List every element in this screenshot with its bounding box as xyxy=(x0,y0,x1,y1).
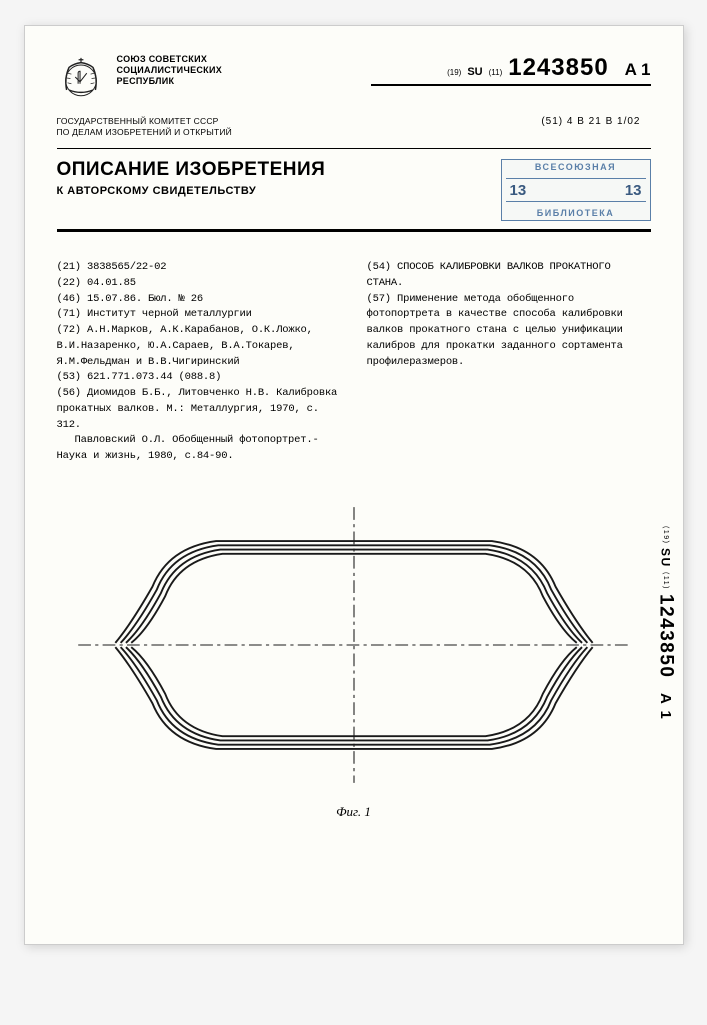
library-stamp: ВСЕСОЮЗНАЯ 13 13 БИБЛИОТЕКА xyxy=(501,159,651,221)
biblio-line: (22) 04.01.85 xyxy=(57,276,341,292)
org-line: СОЮЗ СОВЕТСКИХ xyxy=(117,54,223,65)
side-code19: (19) xyxy=(662,526,669,544)
committee-text: ГОСУДАРСТВЕННЫЙ КОМИТЕТ СССР ПО ДЕЛАМ ИЗ… xyxy=(57,116,233,138)
stamp-left-num: 13 xyxy=(510,182,527,199)
biblio-line: (46) 15.07.86. Бюл. № 26 xyxy=(57,292,341,308)
roll-profile-diagram xyxy=(57,495,651,795)
biblio-line: (71) Институт черной металлургии xyxy=(57,307,341,323)
ipc-label: (51) 4 xyxy=(541,116,573,127)
invention-title: ОПИСАНИЕ ИЗОБРЕТЕНИЯ xyxy=(57,159,481,181)
biblio-line: (21) 3838565/22-02 xyxy=(57,260,341,276)
figure-label: Фиг. 1 xyxy=(57,804,651,820)
patent-page: СОЮЗ СОВЕТСКИХ СОЦИАЛИСТИЧЕСКИХ РЕСПУБЛИ… xyxy=(24,25,684,945)
title-main: ОПИСАНИЕ ИЗОБРЕТЕНИЯ К АВТОРСКОМУ СВИДЕТ… xyxy=(57,159,481,197)
header-row: СОЮЗ СОВЕТСКИХ СОЦИАЛИСТИЧЕСКИХ РЕСПУБЛИ… xyxy=(57,54,651,102)
divider-thick xyxy=(57,229,651,232)
code-11-label: (11) xyxy=(489,68,503,77)
abstract-text: (57) Применение метода обобщенного фотоп… xyxy=(367,292,651,371)
side-number: 1243850 xyxy=(655,594,677,678)
stamp-right-num: 13 xyxy=(625,182,642,199)
document-number: (19) SU (11) 1243850 A 1 xyxy=(371,54,651,86)
country-code: SU xyxy=(467,66,482,78)
biblio-line: (53) 621.771.073.44 (088.8) xyxy=(57,370,341,386)
org-text: СОЮЗ СОВЕТСКИХ СОЦИАЛИСТИЧЕСКИХ РЕСПУБЛИ… xyxy=(117,54,223,86)
body-columns: (21) 3838565/22-02 (22) 04.01.85 (46) 15… xyxy=(57,260,651,465)
side-tab: (19) SU (11) 1243850 A 1 xyxy=(651,526,681,720)
org-line: СОЦИАЛИСТИЧЕСКИХ xyxy=(117,65,223,76)
biblio-line: (72) А.Н.Марков, А.К.Карабанов, О.К.Ложк… xyxy=(57,323,341,370)
org-line: РЕСПУБЛИК xyxy=(117,76,223,87)
left-column: (21) 3838565/22-02 (22) 04.01.85 (46) 15… xyxy=(57,260,341,465)
biblio-line: Павловский О.Л. Обобщенный фотопортрет.-… xyxy=(57,433,341,465)
divider xyxy=(57,148,651,149)
committee-line: ПО ДЕЛАМ ИЗОБРЕТЕНИЙ И ОТКРЫТИЙ xyxy=(57,127,233,138)
figure-1: Фиг. 1 xyxy=(57,495,651,820)
ipc-code: B 21 B 1/02 xyxy=(577,116,640,127)
stamp-bot: БИБЛИОТЕКА xyxy=(502,208,650,218)
ipc-classification: (51) 4 B 21 B 1/02 xyxy=(541,116,650,127)
invention-subtitle: К АВТОРСКОМУ СВИДЕТЕЛЬСТВУ xyxy=(57,185,481,197)
code-19-label: (19) xyxy=(447,68,461,77)
right-column: (54) СПОСОБ КАЛИБРОВКИ ВАЛКОВ ПРОКАТНОГО… xyxy=(367,260,651,465)
patent-number: 1243850 xyxy=(508,54,608,82)
stamp-top: ВСЕСОЮЗНАЯ xyxy=(502,162,650,172)
side-suffix: A 1 xyxy=(657,693,674,720)
side-code11: (11) xyxy=(662,572,669,590)
committee-line: ГОСУДАРСТВЕННЫЙ КОМИТЕТ СССР xyxy=(57,116,233,127)
title-row: ОПИСАНИЕ ИЗОБРЕТЕНИЯ К АВТОРСКОМУ СВИДЕТ… xyxy=(57,159,651,221)
biblio-line: (56) Диомидов Б.Б., Литовченко Н.В. Кали… xyxy=(57,386,341,433)
patent-suffix: A 1 xyxy=(625,60,651,80)
sub-header: ГОСУДАРСТВЕННЫЙ КОМИТЕТ СССР ПО ДЕЛАМ ИЗ… xyxy=(57,116,651,138)
side-country: SU xyxy=(659,548,673,568)
abstract-title: (54) СПОСОБ КАЛИБРОВКИ ВАЛКОВ ПРОКАТНОГО… xyxy=(367,260,651,292)
ussr-emblem-icon xyxy=(57,54,105,102)
